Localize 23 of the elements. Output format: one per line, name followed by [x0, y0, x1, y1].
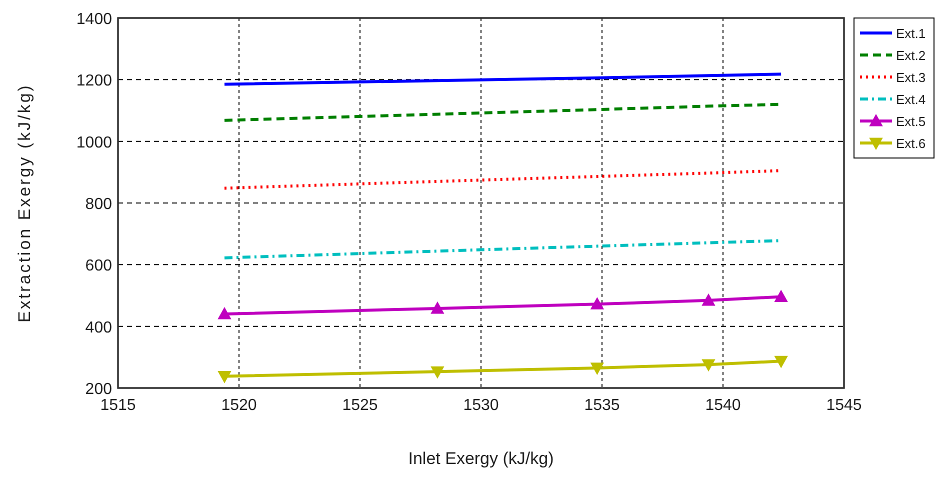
- y-tick-label: 1400: [76, 11, 112, 28]
- x-tick-label: 1540: [705, 397, 741, 414]
- line-series: [222, 72, 783, 86]
- legend-label: Ext.4: [896, 92, 926, 107]
- x-tick-label: 1520: [221, 397, 257, 414]
- y-tick-label: 1000: [76, 134, 112, 152]
- legend-label: Ext.2: [896, 48, 926, 63]
- y-tick-label: 400: [85, 319, 112, 336]
- legend-label: Ext.6: [896, 136, 926, 151]
- legend-label: Ext.1: [896, 26, 926, 41]
- legend-label: Ext.5: [896, 114, 926, 129]
- x-axis-title: Inlet Exergy (kJ/kg): [408, 449, 554, 468]
- y-tick-label: 600: [85, 258, 112, 275]
- legend-label: Ext.3: [896, 70, 926, 85]
- x-tick-label: 1515: [100, 397, 136, 414]
- y-tick-label: 800: [85, 196, 112, 213]
- y-tick-label: 200: [85, 381, 112, 398]
- y-axis-title: Extraction Exergy (kJ/kg): [15, 84, 34, 322]
- x-tick-label: 1545: [826, 397, 862, 414]
- y-tick-label: 1200: [76, 72, 112, 90]
- x-tick-label: 1535: [584, 397, 620, 414]
- x-tick-label: 1530: [463, 397, 499, 414]
- x-tick-label: 1525: [342, 397, 378, 414]
